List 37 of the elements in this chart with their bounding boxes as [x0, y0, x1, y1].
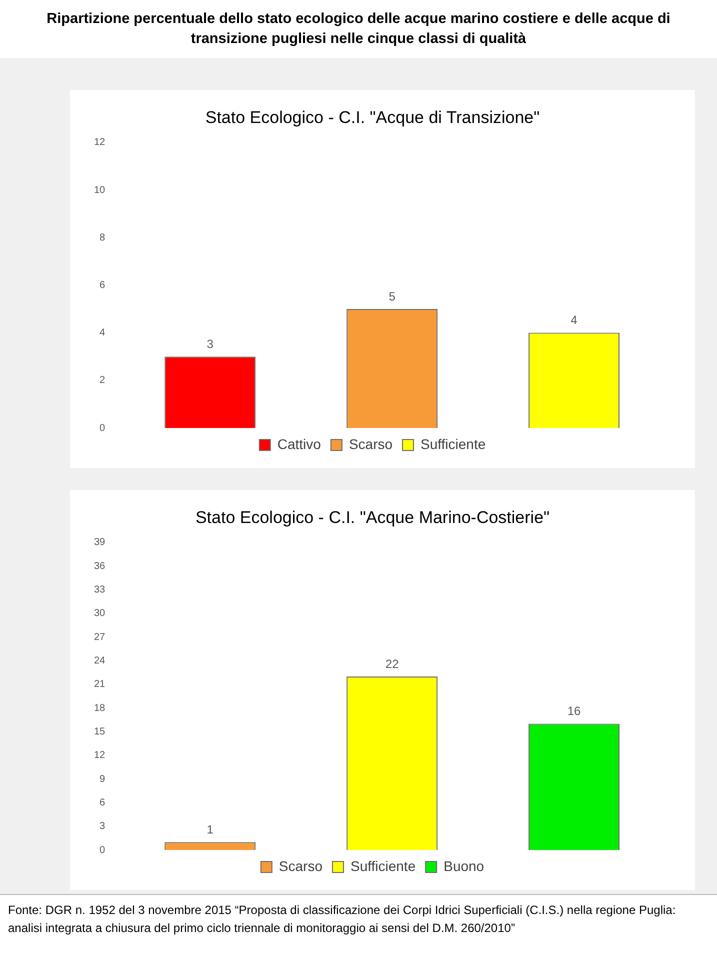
legend-label: Cattivo [277, 436, 322, 452]
data-label: 4 [570, 313, 578, 328]
data-label: 3 [206, 336, 214, 351]
y-tick-label: 2 [100, 375, 106, 386]
y-tick-label: 9 [100, 774, 106, 785]
y-tick-label: 3 [100, 821, 106, 832]
y-tick-label: 0 [100, 844, 106, 856]
y-tick-label: 27 [94, 632, 106, 643]
y-tick-label: 21 [94, 679, 106, 690]
legend-label: Scarso [348, 436, 393, 452]
data-label: 1 [206, 822, 214, 836]
y-tick-label: 10 [94, 184, 106, 196]
source-note: Fonte: DGR n. 1952 del 3 novembre 2015 “Proposta di classificazione dei Corpi Idrici Superficiali (C.I.S.) nella regione Puglia: analisi integrata a chiusura del primo ciclo triennale di monitoraggio ai sensi del D.M. 260/2010” [8, 902, 677, 937]
y-tick-label: 6 [100, 280, 106, 291]
y-tick-label: 18 [94, 702, 106, 714]
y-tick-label: 12 [94, 750, 106, 762]
legend-label: Sufficiente [420, 436, 486, 452]
y-tick-label: 36 [94, 560, 106, 572]
y-tick-label: 12 [94, 137, 106, 148]
y-tick-label: 30 [94, 608, 106, 620]
chart-title: Stato Ecologico - C.I. "Acque di Transizione" [205, 108, 540, 127]
y-tick-label: 15 [94, 726, 106, 738]
legend-label: Scarso [278, 858, 323, 874]
chart-title: Stato Ecologico - C.I. "Acque Marino-Costierie" [195, 508, 550, 527]
y-tick-label: 4 [100, 328, 106, 339]
y-tick-label: 39 [94, 537, 106, 548]
y-tick-label: 6 [100, 797, 106, 808]
data-label: 16 [567, 704, 582, 718]
y-tick-label: 8 [100, 232, 106, 244]
y-tick-label: 0 [100, 422, 106, 434]
legend-label: Sufficiente [350, 858, 416, 874]
data-label: 22 [385, 656, 400, 671]
y-tick-label: 33 [94, 584, 106, 596]
data-label: 5 [388, 289, 396, 304]
y-tick-label: 24 [94, 655, 106, 666]
text: Ripartizione percentuale dello stato ecologico delle acque marino costiere e delle acque di transizione pugliesi nelle cinque classi di qualità [46, 10, 672, 49]
legend-label: Buono [444, 858, 484, 874]
